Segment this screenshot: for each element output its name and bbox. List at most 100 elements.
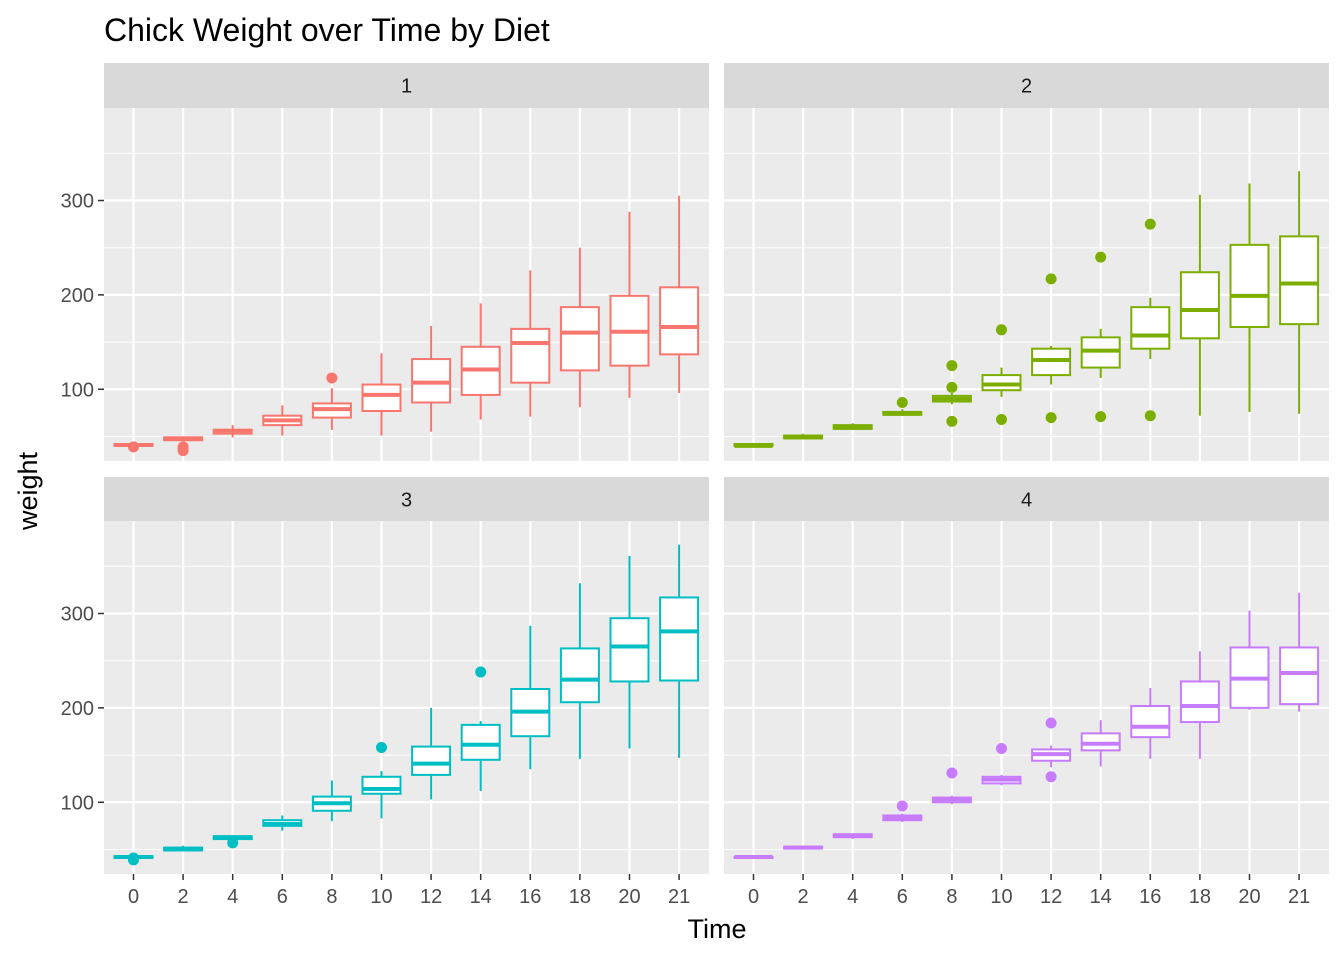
facet-strip-label: 2 bbox=[1021, 76, 1032, 98]
facet-panel-1: 1 100 200 300 bbox=[61, 63, 709, 461]
box bbox=[1179, 271, 1220, 340]
boxplot-4-t8 bbox=[931, 767, 972, 805]
box bbox=[460, 723, 501, 761]
boxplot-4-t20 bbox=[1229, 610, 1270, 710]
outlier-point bbox=[996, 324, 1007, 336]
facet-panel-4: 4 0 2 4 6 8 10 12 14 16 18 20 21 bbox=[724, 477, 1329, 908]
boxplot-4-t6 bbox=[882, 800, 923, 823]
boxplot-2-t14 bbox=[1080, 251, 1121, 423]
outlier-point bbox=[227, 837, 239, 849]
boxplot-4-t2 bbox=[783, 845, 824, 850]
x-tick-label: 20 bbox=[618, 886, 640, 908]
box bbox=[1279, 646, 1320, 706]
x-tick-label: 0 bbox=[128, 886, 139, 908]
x-tick-label: 10 bbox=[370, 886, 392, 908]
boxplot-3-t21 bbox=[659, 544, 700, 758]
boxplot-3-t12 bbox=[411, 707, 452, 800]
box bbox=[1279, 235, 1320, 326]
boxplot-3-t14 bbox=[460, 666, 501, 791]
x-tick-label: 8 bbox=[946, 886, 957, 908]
outlier-point bbox=[1045, 771, 1057, 783]
facet-strip bbox=[104, 63, 709, 108]
x-tick-label: 8 bbox=[326, 886, 337, 908]
boxplot-1-t20 bbox=[609, 211, 650, 398]
boxplot-1-t8 bbox=[311, 372, 352, 430]
x-tick-label: 6 bbox=[277, 886, 288, 908]
facet-strip bbox=[104, 477, 709, 522]
outlier-point bbox=[1095, 411, 1107, 423]
boxplot-2-t16 bbox=[1130, 218, 1171, 422]
y-tick-label: 300 bbox=[61, 190, 94, 212]
boxplot-3-t2 bbox=[163, 845, 204, 852]
box bbox=[1130, 306, 1171, 350]
outlier-point bbox=[1144, 218, 1156, 230]
x-tick-label: 4 bbox=[227, 886, 238, 908]
y-tick-label: 100 bbox=[61, 792, 94, 814]
boxplot-4-t18 bbox=[1179, 651, 1220, 759]
x-tick-label: 16 bbox=[519, 886, 541, 908]
boxplot-1-t10 bbox=[361, 353, 402, 436]
boxplot-2-t8 bbox=[931, 360, 972, 427]
boxplot-2-t0 bbox=[733, 443, 774, 448]
panel-background bbox=[724, 108, 1329, 461]
x-tick-label: 14 bbox=[1090, 886, 1112, 908]
boxplot-3-t18 bbox=[559, 583, 600, 759]
boxplot-1-t18 bbox=[559, 247, 600, 408]
outlier-point bbox=[896, 396, 908, 408]
box bbox=[559, 647, 600, 704]
boxplot-3-t16 bbox=[510, 625, 551, 770]
boxplot-4-t16 bbox=[1130, 688, 1171, 759]
boxplot-1-t21 bbox=[659, 195, 700, 394]
boxplot-2-t20 bbox=[1229, 183, 1270, 412]
outlier-point bbox=[946, 381, 958, 393]
boxplot-4-t10 bbox=[981, 742, 1022, 786]
box bbox=[1229, 243, 1270, 328]
outlier-point bbox=[1045, 412, 1057, 424]
boxplot-2-t6 bbox=[882, 396, 923, 416]
x-tick-label: 10 bbox=[990, 886, 1012, 908]
outlier-point bbox=[128, 852, 139, 864]
facet-strip-label: 1 bbox=[401, 76, 412, 98]
boxplot-3-t20 bbox=[609, 555, 650, 749]
chart-title: Chick Weight over Time by Diet bbox=[104, 12, 550, 48]
boxplot-2-t12 bbox=[1031, 273, 1072, 424]
box bbox=[361, 383, 402, 412]
x-tick-label: 12 bbox=[1040, 886, 1062, 908]
boxplot-1-t4 bbox=[212, 425, 253, 438]
outlier-point bbox=[996, 742, 1007, 754]
boxplot-4-t21 bbox=[1279, 592, 1320, 712]
x-tick-label: 20 bbox=[1238, 886, 1260, 908]
outlier-point bbox=[946, 767, 958, 779]
x-axis-title: Time bbox=[688, 914, 747, 944]
boxplot-3-t6 bbox=[262, 815, 303, 831]
x-tick-label: 18 bbox=[569, 886, 591, 908]
outlier-point bbox=[326, 372, 338, 384]
facet-strip bbox=[724, 63, 1329, 108]
outlier-point bbox=[1045, 717, 1057, 729]
boxplot-1-t16 bbox=[510, 270, 551, 417]
boxplot-3-t8 bbox=[311, 780, 352, 822]
box bbox=[1179, 680, 1220, 724]
facet-strip-label: 3 bbox=[401, 490, 412, 512]
y-axis-title: weight bbox=[13, 451, 43, 531]
outlier-point bbox=[996, 413, 1007, 425]
facet-strip-label: 4 bbox=[1021, 490, 1032, 512]
boxplot-2-t18 bbox=[1179, 194, 1220, 416]
x-tick-label: 14 bbox=[470, 886, 492, 908]
y-tick-label: 300 bbox=[61, 603, 94, 625]
boxplot-1-t2 bbox=[163, 436, 204, 457]
y-tick-label: 200 bbox=[61, 698, 94, 720]
facet-panel-3: 3 100 200 300 0 2 4 6 8 10 12 14 16 18 20 21 bbox=[61, 477, 709, 908]
box bbox=[361, 775, 402, 795]
box bbox=[659, 596, 700, 682]
boxplot-3-t10 bbox=[361, 742, 402, 819]
outlier-point bbox=[475, 666, 487, 678]
outlier-point bbox=[128, 441, 139, 453]
boxplot-3-t4 bbox=[212, 835, 253, 849]
boxplot-2-t21 bbox=[1279, 171, 1320, 414]
x-tick-label: 12 bbox=[420, 886, 442, 908]
outlier-point bbox=[1095, 251, 1107, 263]
boxplot-2-t4 bbox=[832, 423, 873, 430]
y-tick-label: 200 bbox=[61, 285, 94, 307]
